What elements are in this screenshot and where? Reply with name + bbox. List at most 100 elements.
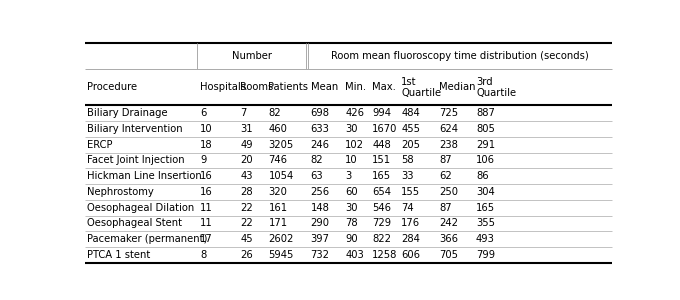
Text: 20: 20 xyxy=(241,155,253,165)
Text: 397: 397 xyxy=(311,234,330,244)
Text: 11: 11 xyxy=(200,218,213,229)
Text: 45: 45 xyxy=(241,234,253,244)
Text: 725: 725 xyxy=(439,108,458,118)
Text: 30: 30 xyxy=(345,124,358,134)
Text: 455: 455 xyxy=(401,124,420,134)
Text: 633: 633 xyxy=(311,124,329,134)
Text: PTCA 1 stent: PTCA 1 stent xyxy=(86,250,150,260)
Text: 304: 304 xyxy=(476,187,495,197)
Text: Biliary Drainage: Biliary Drainage xyxy=(86,108,167,118)
Text: 705: 705 xyxy=(439,250,458,260)
Text: 805: 805 xyxy=(476,124,495,134)
Text: 22: 22 xyxy=(241,218,253,229)
Text: 155: 155 xyxy=(401,187,420,197)
Text: Pacemaker (permanent): Pacemaker (permanent) xyxy=(86,234,207,244)
Text: 16: 16 xyxy=(200,171,213,181)
Text: 78: 78 xyxy=(345,218,358,229)
Text: Nephrostomy: Nephrostomy xyxy=(86,187,153,197)
Text: ERCP: ERCP xyxy=(86,140,112,150)
Text: 624: 624 xyxy=(439,124,458,134)
Text: Median: Median xyxy=(439,82,475,92)
Text: 729: 729 xyxy=(372,218,392,229)
Text: Rooms: Rooms xyxy=(241,82,274,92)
Text: 2602: 2602 xyxy=(269,234,294,244)
Text: 102: 102 xyxy=(345,140,364,150)
Text: Min.: Min. xyxy=(345,82,367,92)
Text: 822: 822 xyxy=(372,234,391,244)
Text: Oesophageal Dilation: Oesophageal Dilation xyxy=(86,203,194,213)
Text: 30: 30 xyxy=(345,203,358,213)
Text: 63: 63 xyxy=(311,171,323,181)
Text: 1258: 1258 xyxy=(372,250,398,260)
Text: 3: 3 xyxy=(345,171,352,181)
Text: 165: 165 xyxy=(476,203,495,213)
Text: Room mean fluoroscopy time distribution (seconds): Room mean fluoroscopy time distribution … xyxy=(331,51,589,61)
Text: Biliary Intervention: Biliary Intervention xyxy=(86,124,182,134)
Text: Mean: Mean xyxy=(311,82,338,92)
Text: 246: 246 xyxy=(311,140,330,150)
Text: 746: 746 xyxy=(269,155,288,165)
Text: 26: 26 xyxy=(241,250,253,260)
Text: Number: Number xyxy=(232,51,272,61)
Text: 90: 90 xyxy=(345,234,358,244)
Text: 1054: 1054 xyxy=(269,171,294,181)
Text: 5945: 5945 xyxy=(269,250,294,260)
Text: 28: 28 xyxy=(241,187,253,197)
Text: 205: 205 xyxy=(401,140,420,150)
Text: 290: 290 xyxy=(311,218,330,229)
Text: 6: 6 xyxy=(200,108,206,118)
Text: 238: 238 xyxy=(439,140,458,150)
Text: 606: 606 xyxy=(401,250,420,260)
Text: 22: 22 xyxy=(241,203,253,213)
Text: 82: 82 xyxy=(269,108,281,118)
Text: Hickman Line Insertion: Hickman Line Insertion xyxy=(86,171,201,181)
Text: 256: 256 xyxy=(311,187,330,197)
Text: 106: 106 xyxy=(476,155,495,165)
Text: 291: 291 xyxy=(476,140,495,150)
Text: Patients: Patients xyxy=(269,82,309,92)
Text: 3205: 3205 xyxy=(269,140,294,150)
Text: 9: 9 xyxy=(200,155,206,165)
Text: 165: 165 xyxy=(372,171,392,181)
Text: 320: 320 xyxy=(269,187,287,197)
Text: 161: 161 xyxy=(269,203,288,213)
Text: 16: 16 xyxy=(200,187,213,197)
Text: 87: 87 xyxy=(439,155,452,165)
Text: 49: 49 xyxy=(241,140,253,150)
Text: 82: 82 xyxy=(311,155,323,165)
Text: 18: 18 xyxy=(200,140,213,150)
Text: 87: 87 xyxy=(439,203,452,213)
Text: 1670: 1670 xyxy=(372,124,398,134)
Text: 86: 86 xyxy=(476,171,489,181)
Text: 10: 10 xyxy=(345,155,358,165)
Text: 654: 654 xyxy=(372,187,391,197)
Text: 62: 62 xyxy=(439,171,452,181)
Text: 58: 58 xyxy=(401,155,414,165)
Text: 74: 74 xyxy=(401,203,414,213)
Text: Facet Joint Injection: Facet Joint Injection xyxy=(86,155,184,165)
Text: 284: 284 xyxy=(401,234,420,244)
Text: 1st
Quartile: 1st Quartile xyxy=(401,76,441,98)
Text: 732: 732 xyxy=(311,250,330,260)
Text: 448: 448 xyxy=(372,140,391,150)
Text: 460: 460 xyxy=(269,124,287,134)
Text: 10: 10 xyxy=(200,124,213,134)
Text: 546: 546 xyxy=(372,203,391,213)
Text: Procedure: Procedure xyxy=(86,82,137,92)
Text: 250: 250 xyxy=(439,187,458,197)
Text: 148: 148 xyxy=(311,203,329,213)
Text: 8: 8 xyxy=(200,250,206,260)
Text: 11: 11 xyxy=(200,203,213,213)
Text: 176: 176 xyxy=(401,218,420,229)
Text: 484: 484 xyxy=(401,108,420,118)
Text: 887: 887 xyxy=(476,108,495,118)
Text: 994: 994 xyxy=(372,108,391,118)
Text: 403: 403 xyxy=(345,250,364,260)
Text: 799: 799 xyxy=(476,250,495,260)
Text: 355: 355 xyxy=(476,218,495,229)
Text: 698: 698 xyxy=(311,108,330,118)
Text: 7: 7 xyxy=(241,108,247,118)
Text: Hospitals: Hospitals xyxy=(200,82,246,92)
Text: 151: 151 xyxy=(372,155,392,165)
Text: 17: 17 xyxy=(200,234,213,244)
